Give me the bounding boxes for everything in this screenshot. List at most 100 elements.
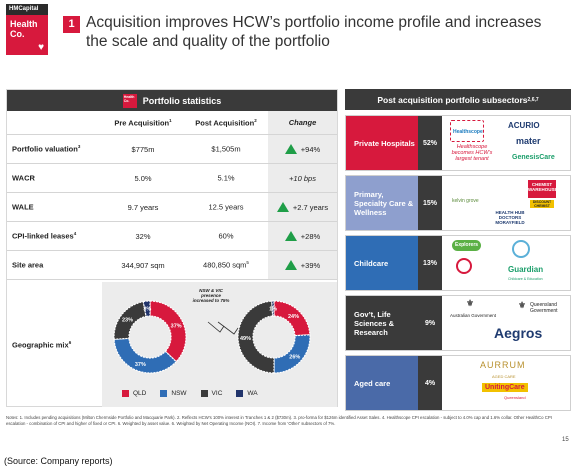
table-row: WALE 9.7 years 12.5 years +2.7 years	[7, 193, 337, 222]
childcare-badge-icon	[512, 240, 530, 258]
sector-logos: ⚜ Australian Government ⚜ Queensland Gov…	[446, 296, 570, 350]
australian-government-logo: Australian Government	[450, 313, 497, 318]
sector-label: Primary, Specialty Care & Wellness	[346, 176, 418, 230]
page-number: 15	[562, 437, 569, 443]
donut-slice-qld	[149, 300, 187, 363]
pre-value: 344,907 sqm	[121, 260, 165, 270]
stats-table: Pre Acquisition1 Post Acquisition2 Chang…	[7, 111, 337, 280]
pre-acquisition-header: Pre Acquisition1	[114, 117, 172, 128]
pre-value: 9.7 years	[127, 202, 159, 212]
donut-slice-vic	[237, 300, 275, 374]
qld-crest-icon: ⚜	[518, 300, 527, 310]
post-value: 12.5 years	[208, 202, 244, 212]
geographic-mix-row: Geographic mix6 37% 37% 23% 3% 24% 26% 49% 1% …	[7, 282, 337, 407]
geo-legend: QLD NSW VIC WA	[122, 390, 258, 397]
change-value: +94%	[268, 135, 337, 163]
table-row: Portfolio valuation3 $775m $1,505m +94%	[7, 135, 337, 164]
sector-government: Gov’t, Life Sciences & Research 9% ⚜ Aus…	[345, 295, 571, 351]
slide-number-badge: 1	[63, 16, 80, 33]
sector-pct: 52%	[418, 116, 442, 170]
donut-label-vic: 49%	[240, 336, 251, 342]
healthscope-logo: Healthscope	[450, 120, 484, 142]
legend-swatch	[160, 390, 168, 397]
logo-main: Health Co. ♥	[6, 15, 48, 55]
donut-label-wa: 3%	[143, 307, 151, 313]
geographic-mix-label: Geographic mix6	[12, 340, 72, 350]
geo-annotation: NSW & VIC presence increased to 75%	[192, 288, 230, 303]
unitingcare-sub: Queensland	[504, 395, 526, 400]
geographic-mix-charts: 37% 37% 23% 3% 24% 26% 49% 1% NSW & VIC presen…	[102, 282, 337, 407]
healthco-logo: HMCapital Health Co. ♥	[6, 4, 48, 55]
donut-label-wa: 1%	[269, 307, 277, 313]
aegros-logo: Aegros	[494, 325, 543, 341]
source-caption: (Source: Company reports)	[4, 456, 113, 466]
sector-pct: 13%	[418, 236, 442, 290]
sector-label: Aged care	[346, 356, 418, 410]
row-label: WACR	[12, 173, 35, 183]
post-value: $1,505m	[211, 144, 241, 154]
table-row: CPI-linked leases4 32% 60% +28%	[7, 222, 337, 251]
health-hub-logo: HEALTH HUB DOCTORS MORAYFIELD	[495, 210, 525, 225]
logo-top-text: HMCapital	[6, 4, 48, 15]
legend-item: NSW	[160, 390, 187, 397]
up-arrow-icon	[284, 144, 297, 154]
row-label: CPI-linked leases4	[12, 231, 77, 241]
up-arrow-icon	[276, 202, 289, 212]
donut-slice-qld	[273, 300, 311, 337]
row-label: Portfolio valuation3	[12, 144, 81, 154]
change-header: Change	[268, 111, 337, 134]
chemist-warehouse-logo: CHEMIST WAREHOUSE	[528, 180, 558, 198]
footnotes: Notes: 1. Includes pending acquisitions …	[6, 415, 552, 426]
pre-value: 32%	[135, 231, 151, 241]
donut-pre-acquisition: 37% 37% 23% 3%	[113, 300, 187, 374]
legend-item: VIC	[200, 390, 222, 397]
donut-slice-wa	[271, 300, 275, 317]
sector-label: Private Hospitals	[346, 116, 418, 170]
healthco-mini-logo: Health Co.	[122, 93, 137, 108]
aurrum-sub: AGED CARE	[492, 374, 516, 379]
pre-value: $775m	[131, 144, 155, 154]
portfolio-statistics-header: Health Co. Portfolio statistics	[7, 90, 337, 111]
genesiscare-logo: GenesisCare	[512, 154, 555, 161]
legend-swatch	[200, 390, 208, 397]
childcare-circle-icon	[456, 258, 472, 274]
sector-logos: Healthscope Healthscope becomes HCW’s la…	[446, 116, 570, 170]
portfolio-statistics-title: Portfolio statistics	[142, 95, 222, 106]
donut-slice-nsw	[113, 337, 178, 374]
portfolio-statistics-panel: Health Co. Portfolio statistics Pre Acqu…	[6, 89, 338, 407]
legend-swatch	[236, 390, 244, 397]
change-value: +28%	[268, 222, 337, 250]
heart-icon: ♥	[38, 42, 44, 53]
post-value: 5.1%	[217, 173, 235, 183]
donut-label-nsw: 26%	[289, 355, 300, 361]
healthscope-note: Healthscope becomes HCW’s largest tenant	[451, 144, 493, 162]
sector-pct: 9%	[418, 296, 442, 350]
sector-primary-specialty: Primary, Specialty Care & Wellness 15% k…	[345, 175, 571, 231]
up-arrow-icon	[284, 260, 297, 270]
legend-swatch	[122, 390, 129, 397]
discount-chemist-logo: DISCOUNT CHEMIST	[530, 200, 554, 208]
row-label: WALE	[12, 202, 34, 212]
sector-childcare: Childcare 13% Explorers Guardian Childca…	[345, 235, 571, 291]
mater-logo: mater	[516, 136, 541, 146]
post-value: 480,850 sqm5	[203, 260, 249, 270]
sector-private-hospitals: Private Hospitals 52% Healthscope Health…	[345, 115, 571, 171]
sector-logos: kelvin grove CHEMIST WAREHOUSE DISCOUNT …	[446, 176, 570, 230]
change-value: +39%	[268, 251, 337, 279]
slide-title: Acquisition improves HCW’s portfolio inc…	[86, 14, 542, 50]
crest-icon: ⚜	[466, 298, 475, 308]
logo-line-2: Co.	[10, 29, 25, 39]
change-value: +2.7 years	[268, 193, 337, 221]
table-row: WACR 5.0% 5.1% +10 bps	[7, 164, 337, 193]
donut-label-qld: 37%	[171, 324, 182, 330]
annotation-arrow	[207, 321, 225, 333]
guardian-logo: Guardian	[508, 265, 544, 274]
donut-post-acquisition: 24% 26% 49% 1%	[237, 300, 311, 374]
table-row: Site area 344,907 sqm 480,850 sqm5 +39%	[7, 251, 337, 280]
donut-charts: 37% 37% 23% 3% 24% 26% 49% 1%	[113, 300, 311, 374]
up-arrow-icon	[284, 231, 297, 241]
explorers-logo: Explorers	[452, 240, 482, 251]
sector-label: Childcare	[346, 236, 418, 290]
donut-label-vic: 23%	[122, 318, 133, 324]
kelvin-grove-logo: kelvin grove	[452, 198, 479, 204]
